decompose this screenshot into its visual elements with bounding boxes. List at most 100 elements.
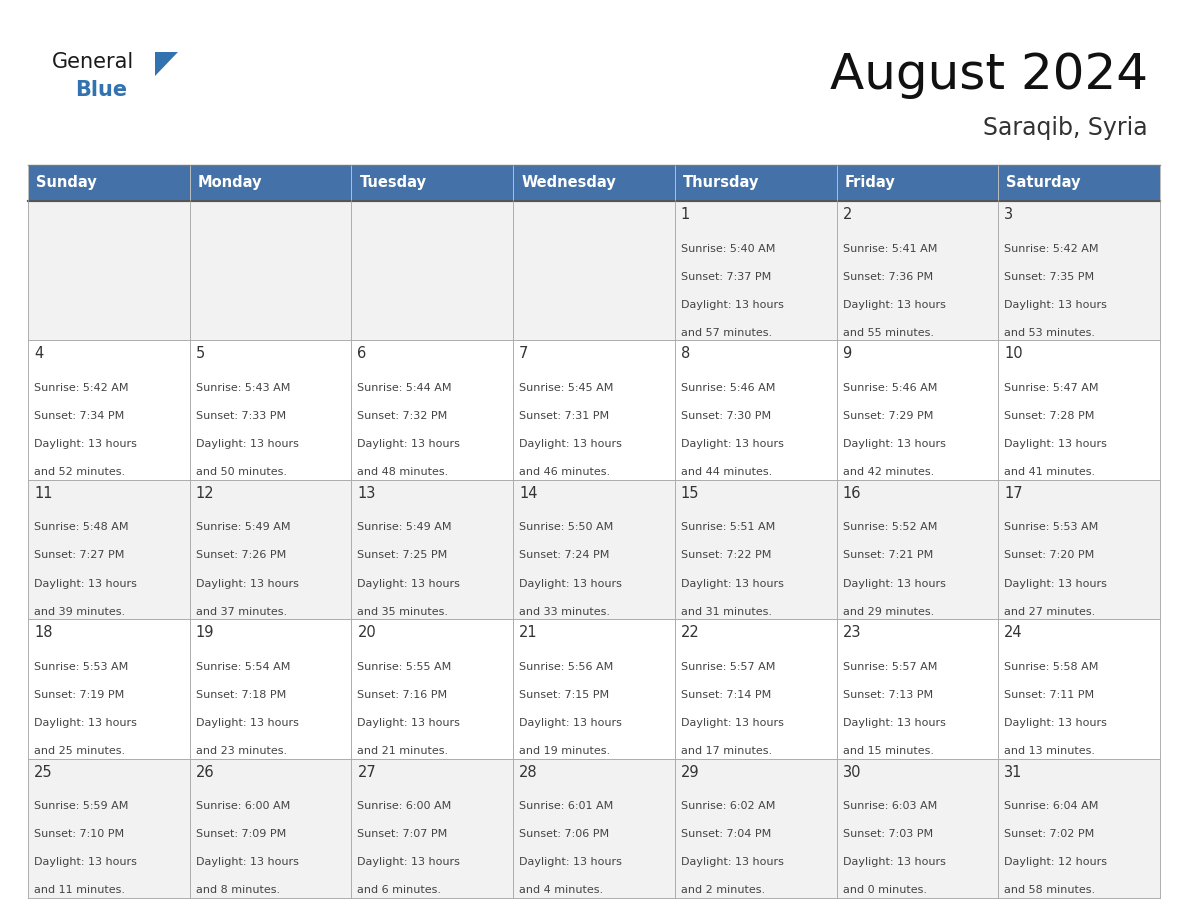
Text: 30: 30	[842, 765, 861, 779]
Text: Sunset: 7:34 PM: Sunset: 7:34 PM	[34, 411, 125, 421]
Text: 28: 28	[519, 765, 538, 779]
Text: Sunrise: 5:56 AM: Sunrise: 5:56 AM	[519, 662, 613, 672]
Text: Sunrise: 5:50 AM: Sunrise: 5:50 AM	[519, 522, 613, 532]
Text: Daylight: 13 hours: Daylight: 13 hours	[34, 718, 137, 728]
Text: and 44 minutes.: and 44 minutes.	[681, 467, 772, 477]
Text: Sunset: 7:06 PM: Sunset: 7:06 PM	[519, 829, 609, 839]
Bar	[190, 201, 352, 341]
Text: Sunrise: 5:42 AM: Sunrise: 5:42 AM	[1004, 243, 1099, 253]
Text: and 48 minutes.: and 48 minutes.	[358, 467, 449, 477]
Text: Daylight: 13 hours: Daylight: 13 hours	[1004, 578, 1107, 588]
Text: Daylight: 13 hours: Daylight: 13 hours	[519, 578, 623, 588]
Text: 17: 17	[1004, 486, 1023, 501]
Bar	[998, 758, 1159, 898]
Text: Daylight: 13 hours: Daylight: 13 hours	[196, 439, 298, 449]
Bar	[352, 620, 513, 758]
Bar	[513, 480, 675, 620]
Text: and 57 minutes.: and 57 minutes.	[681, 328, 772, 338]
Text: Sunset: 7:27 PM: Sunset: 7:27 PM	[34, 551, 125, 561]
Text: and 15 minutes.: and 15 minutes.	[842, 746, 934, 756]
Text: Sunrise: 5:57 AM: Sunrise: 5:57 AM	[681, 662, 776, 672]
Bar	[998, 341, 1159, 480]
Text: Sunrise: 5:45 AM: Sunrise: 5:45 AM	[519, 383, 613, 393]
Bar	[29, 341, 190, 480]
Text: 26: 26	[196, 765, 214, 779]
Text: and 35 minutes.: and 35 minutes.	[358, 607, 448, 617]
Text: Daylight: 13 hours: Daylight: 13 hours	[358, 718, 460, 728]
Text: Sunrise: 5:46 AM: Sunrise: 5:46 AM	[681, 383, 776, 393]
Text: Sunset: 7:13 PM: Sunset: 7:13 PM	[842, 689, 933, 700]
Bar	[836, 201, 998, 341]
Text: 10: 10	[1004, 346, 1023, 362]
Text: and 41 minutes.: and 41 minutes.	[1004, 467, 1095, 477]
Text: Sunset: 7:25 PM: Sunset: 7:25 PM	[358, 551, 448, 561]
Text: Sunset: 7:36 PM: Sunset: 7:36 PM	[842, 272, 933, 282]
Text: Sunrise: 5:43 AM: Sunrise: 5:43 AM	[196, 383, 290, 393]
Text: and 13 minutes.: and 13 minutes.	[1004, 746, 1095, 756]
Text: 18: 18	[34, 625, 52, 640]
Bar	[998, 165, 1159, 201]
Bar	[29, 165, 190, 201]
Text: Daylight: 13 hours: Daylight: 13 hours	[34, 578, 137, 588]
Text: and 52 minutes.: and 52 minutes.	[34, 467, 125, 477]
Text: and 23 minutes.: and 23 minutes.	[196, 746, 286, 756]
Bar	[29, 201, 190, 341]
Bar	[352, 201, 513, 341]
Text: and 4 minutes.: and 4 minutes.	[519, 885, 604, 895]
Text: Sunrise: 5:53 AM: Sunrise: 5:53 AM	[1004, 522, 1099, 532]
Text: Daylight: 13 hours: Daylight: 13 hours	[842, 857, 946, 868]
Text: Sunrise: 5:47 AM: Sunrise: 5:47 AM	[1004, 383, 1099, 393]
Text: and 46 minutes.: and 46 minutes.	[519, 467, 611, 477]
Text: Sunrise: 5:49 AM: Sunrise: 5:49 AM	[196, 522, 290, 532]
Text: Sunrise: 5:59 AM: Sunrise: 5:59 AM	[34, 801, 128, 812]
Text: Sunrise: 5:49 AM: Sunrise: 5:49 AM	[358, 522, 451, 532]
Text: Daylight: 13 hours: Daylight: 13 hours	[196, 857, 298, 868]
Text: Daylight: 13 hours: Daylight: 13 hours	[196, 578, 298, 588]
Polygon shape	[154, 52, 178, 76]
Text: Sunrise: 5:57 AM: Sunrise: 5:57 AM	[842, 662, 937, 672]
Text: 29: 29	[681, 765, 700, 779]
Text: Daylight: 13 hours: Daylight: 13 hours	[681, 718, 784, 728]
Bar	[675, 341, 836, 480]
Text: Sunset: 7:09 PM: Sunset: 7:09 PM	[196, 829, 286, 839]
Text: August 2024: August 2024	[830, 51, 1148, 99]
Bar	[513, 620, 675, 758]
Text: Sunrise: 6:03 AM: Sunrise: 6:03 AM	[842, 801, 937, 812]
Text: and 2 minutes.: and 2 minutes.	[681, 885, 765, 895]
Text: and 53 minutes.: and 53 minutes.	[1004, 328, 1095, 338]
Text: Daylight: 13 hours: Daylight: 13 hours	[1004, 439, 1107, 449]
Text: Sunset: 7:31 PM: Sunset: 7:31 PM	[519, 411, 609, 421]
Text: Sunset: 7:04 PM: Sunset: 7:04 PM	[681, 829, 771, 839]
Text: Sunrise: 5:42 AM: Sunrise: 5:42 AM	[34, 383, 128, 393]
Text: Daylight: 13 hours: Daylight: 13 hours	[34, 857, 137, 868]
Bar	[836, 165, 998, 201]
Text: 15: 15	[681, 486, 700, 501]
Text: 2: 2	[842, 207, 852, 222]
Bar	[675, 480, 836, 620]
Text: Sunday: Sunday	[36, 175, 96, 191]
Text: Sunset: 7:28 PM: Sunset: 7:28 PM	[1004, 411, 1094, 421]
Bar	[190, 620, 352, 758]
Text: Friday: Friday	[845, 175, 896, 191]
Text: Sunset: 7:15 PM: Sunset: 7:15 PM	[519, 689, 609, 700]
Text: and 37 minutes.: and 37 minutes.	[196, 607, 286, 617]
Text: Daylight: 13 hours: Daylight: 13 hours	[34, 439, 137, 449]
Text: and 11 minutes.: and 11 minutes.	[34, 885, 125, 895]
Text: Daylight: 13 hours: Daylight: 13 hours	[358, 857, 460, 868]
Text: Sunrise: 6:00 AM: Sunrise: 6:00 AM	[358, 801, 451, 812]
Text: and 27 minutes.: and 27 minutes.	[1004, 607, 1095, 617]
Bar	[836, 620, 998, 758]
Text: Sunrise: 5:52 AM: Sunrise: 5:52 AM	[842, 522, 937, 532]
Bar	[29, 480, 190, 620]
Text: Sunrise: 5:48 AM: Sunrise: 5:48 AM	[34, 522, 128, 532]
Bar	[29, 758, 190, 898]
Text: Sunrise: 5:51 AM: Sunrise: 5:51 AM	[681, 522, 775, 532]
Text: Sunset: 7:37 PM: Sunset: 7:37 PM	[681, 272, 771, 282]
Bar	[675, 620, 836, 758]
Text: 21: 21	[519, 625, 538, 640]
Text: Daylight: 13 hours: Daylight: 13 hours	[842, 439, 946, 449]
Text: Sunset: 7:32 PM: Sunset: 7:32 PM	[358, 411, 448, 421]
Bar	[836, 341, 998, 480]
Text: Sunset: 7:18 PM: Sunset: 7:18 PM	[196, 689, 286, 700]
Bar	[190, 480, 352, 620]
